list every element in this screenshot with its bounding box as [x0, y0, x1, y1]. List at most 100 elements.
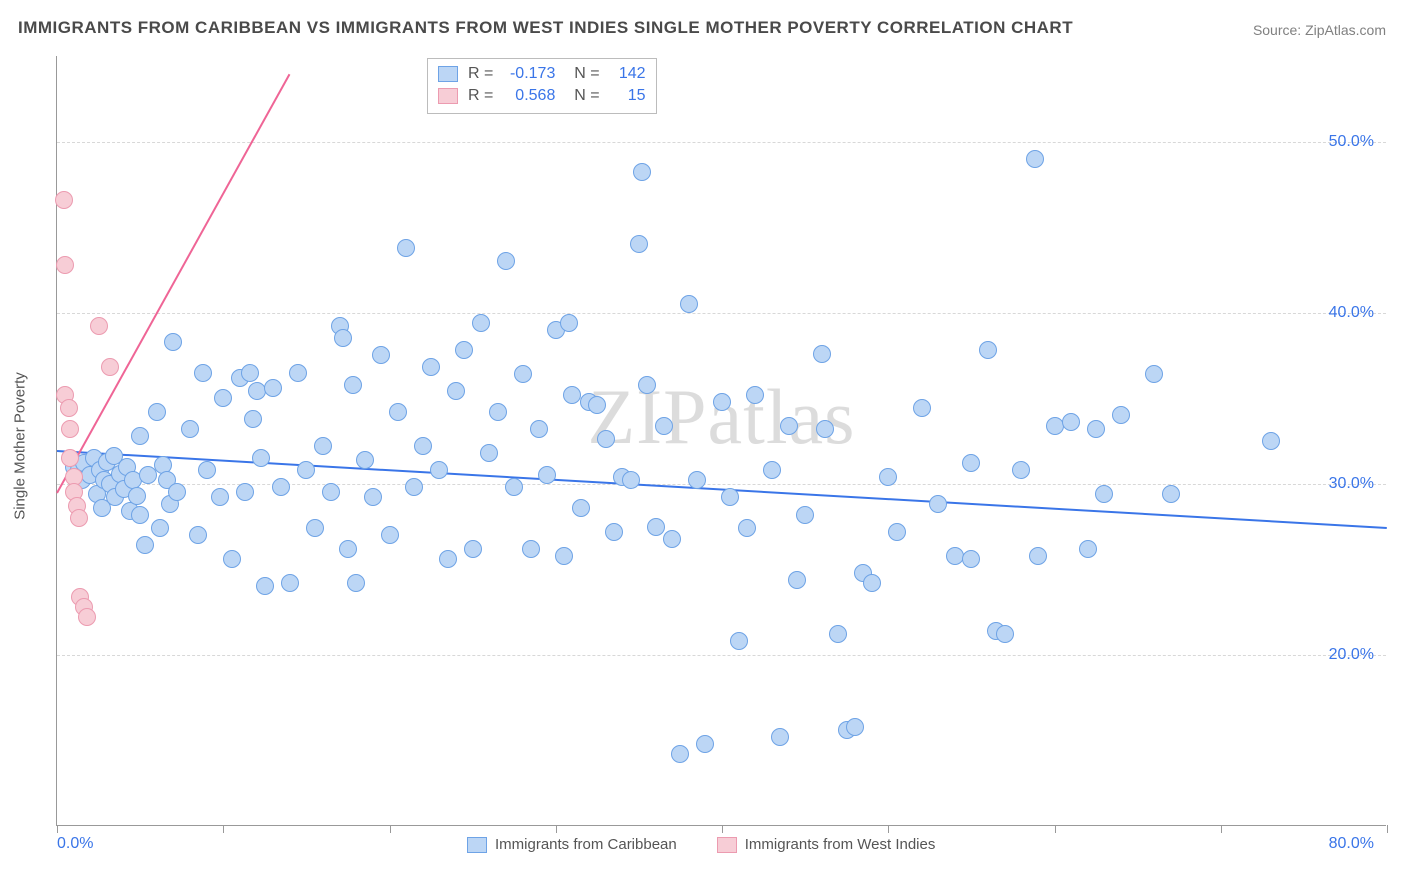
data-point	[70, 509, 88, 527]
legend-swatch-caribbean	[467, 837, 487, 853]
x-tick	[390, 825, 391, 833]
data-point	[763, 461, 781, 479]
data-point	[181, 420, 199, 438]
stat-n-value-caribbean: 142	[610, 63, 646, 85]
data-point	[1262, 432, 1280, 450]
legend-label-westindies: Immigrants from West Indies	[745, 836, 936, 853]
data-point	[633, 163, 651, 181]
gridline-horizontal	[57, 484, 1386, 485]
data-point	[60, 399, 78, 417]
data-point	[588, 396, 606, 414]
data-point	[1162, 485, 1180, 503]
data-point	[846, 718, 864, 736]
data-point	[439, 550, 457, 568]
data-point	[555, 547, 573, 565]
data-point	[572, 499, 590, 517]
x-tick	[223, 825, 224, 833]
data-point	[356, 451, 374, 469]
data-point	[78, 608, 96, 626]
data-point	[622, 471, 640, 489]
data-point	[248, 382, 266, 400]
data-point	[696, 735, 714, 753]
data-point	[713, 393, 731, 411]
stat-r-value-westindies: 0.568	[503, 85, 555, 107]
stat-r-label: R =	[468, 85, 493, 107]
data-point	[472, 314, 490, 332]
data-point	[1087, 420, 1105, 438]
data-point	[1029, 547, 1047, 565]
data-point	[647, 518, 665, 536]
data-point	[389, 403, 407, 421]
stat-n-label: N =	[565, 85, 599, 107]
data-point	[605, 523, 623, 541]
stat-n-label: N =	[565, 63, 599, 85]
data-point	[422, 358, 440, 376]
x-tick	[556, 825, 557, 833]
legend-swatch-westindies	[717, 837, 737, 853]
data-point	[90, 317, 108, 335]
scatter-plot-area: ZIPatlas R = -0.173 N = 142 R = 0.568 N …	[56, 56, 1386, 826]
data-point	[252, 449, 270, 467]
data-point	[241, 364, 259, 382]
data-point	[194, 364, 212, 382]
data-point	[447, 382, 465, 400]
data-point	[1145, 365, 1163, 383]
correlation-stats-box: R = -0.173 N = 142 R = 0.568 N = 15	[427, 58, 657, 114]
data-point	[1012, 461, 1030, 479]
data-point	[888, 523, 906, 541]
x-axis-min-label: 0.0%	[57, 835, 93, 853]
data-point	[962, 550, 980, 568]
data-point	[738, 519, 756, 537]
trendline	[56, 74, 290, 494]
y-axis-title: Single Mother Poverty	[12, 372, 29, 520]
data-point	[730, 632, 748, 650]
data-point	[514, 365, 532, 383]
data-point	[131, 506, 149, 524]
legend-item-westindies: Immigrants from West Indies	[717, 836, 936, 853]
data-point	[996, 625, 1014, 643]
data-point	[489, 403, 507, 421]
x-tick	[1055, 825, 1056, 833]
data-point	[372, 346, 390, 364]
data-point	[863, 574, 881, 592]
data-point	[746, 386, 764, 404]
data-point	[455, 341, 473, 359]
data-point	[1046, 417, 1064, 435]
data-point	[1095, 485, 1113, 503]
data-point	[663, 530, 681, 548]
legend: Immigrants from Caribbean Immigrants fro…	[467, 836, 935, 853]
data-point	[164, 333, 182, 351]
data-point	[771, 728, 789, 746]
data-point	[796, 506, 814, 524]
data-point	[1079, 540, 1097, 558]
data-point	[480, 444, 498, 462]
data-point	[655, 417, 673, 435]
gridline-horizontal	[57, 655, 1386, 656]
data-point	[223, 550, 241, 568]
data-point	[913, 399, 931, 417]
stat-r-label: R =	[468, 63, 493, 85]
y-tick-label: 40.0%	[1329, 304, 1374, 322]
data-point	[334, 329, 352, 347]
data-point	[101, 358, 119, 376]
legend-label-caribbean: Immigrants from Caribbean	[495, 836, 677, 853]
stats-row-westindies: R = 0.568 N = 15	[438, 85, 646, 107]
data-point	[256, 577, 274, 595]
x-tick	[888, 825, 889, 833]
data-point	[339, 540, 357, 558]
x-tick	[1387, 825, 1388, 833]
data-point	[364, 488, 382, 506]
data-point	[128, 487, 146, 505]
data-point	[264, 379, 282, 397]
data-point	[979, 341, 997, 359]
data-point	[131, 427, 149, 445]
data-point	[281, 574, 299, 592]
legend-item-caribbean: Immigrants from Caribbean	[467, 836, 677, 853]
swatch-caribbean	[438, 66, 458, 82]
gridline-horizontal	[57, 313, 1386, 314]
data-point	[136, 536, 154, 554]
data-point	[1062, 413, 1080, 431]
chart-title: IMMIGRANTS FROM CARIBBEAN VS IMMIGRANTS …	[18, 18, 1073, 38]
gridline-horizontal	[57, 142, 1386, 143]
data-point	[671, 745, 689, 763]
